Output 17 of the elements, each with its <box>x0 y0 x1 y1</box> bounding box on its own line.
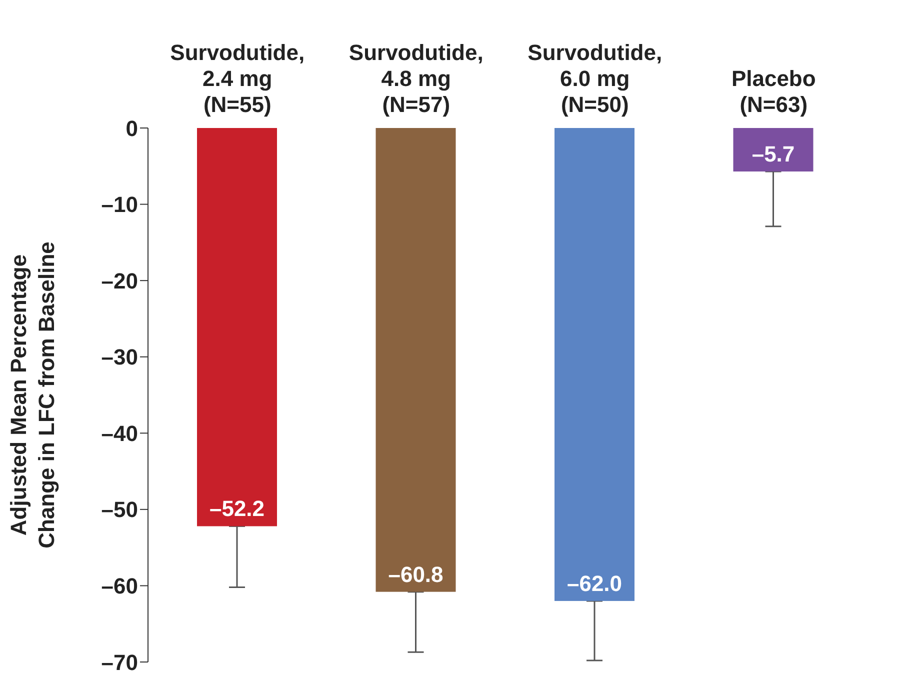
y-tick-label: –50 <box>101 497 138 522</box>
y-axis-title: Adjusted Mean Percentage Change in LFC from Baseline <box>6 242 59 548</box>
y-tick-label: –10 <box>101 192 138 218</box>
x-tick-label: Survodutide, 2.4 mg (N=55) <box>170 40 305 117</box>
data-label: –5.7 <box>752 141 795 166</box>
x-tick-label: Survodutide, 4.8 mg (N=57) <box>348 40 484 117</box>
y-tick-label: –40 <box>101 420 138 446</box>
x-tick-label: Placebo (N=63) <box>731 66 816 117</box>
y-tick-label: –70 <box>101 650 138 675</box>
data-label: –62.0 <box>566 570 622 596</box>
data-label: –60.8 <box>388 562 444 587</box>
y-tick-label: –60 <box>101 574 138 599</box>
y-tick-label: –20 <box>101 268 138 294</box>
y-tick-label: 0 <box>126 116 138 141</box>
data-label: –52.2 <box>209 496 265 522</box>
y-tick-label: –30 <box>101 344 138 370</box>
x-tick-label: Survodutide, 6.0 mg (N=50) <box>528 40 662 117</box>
